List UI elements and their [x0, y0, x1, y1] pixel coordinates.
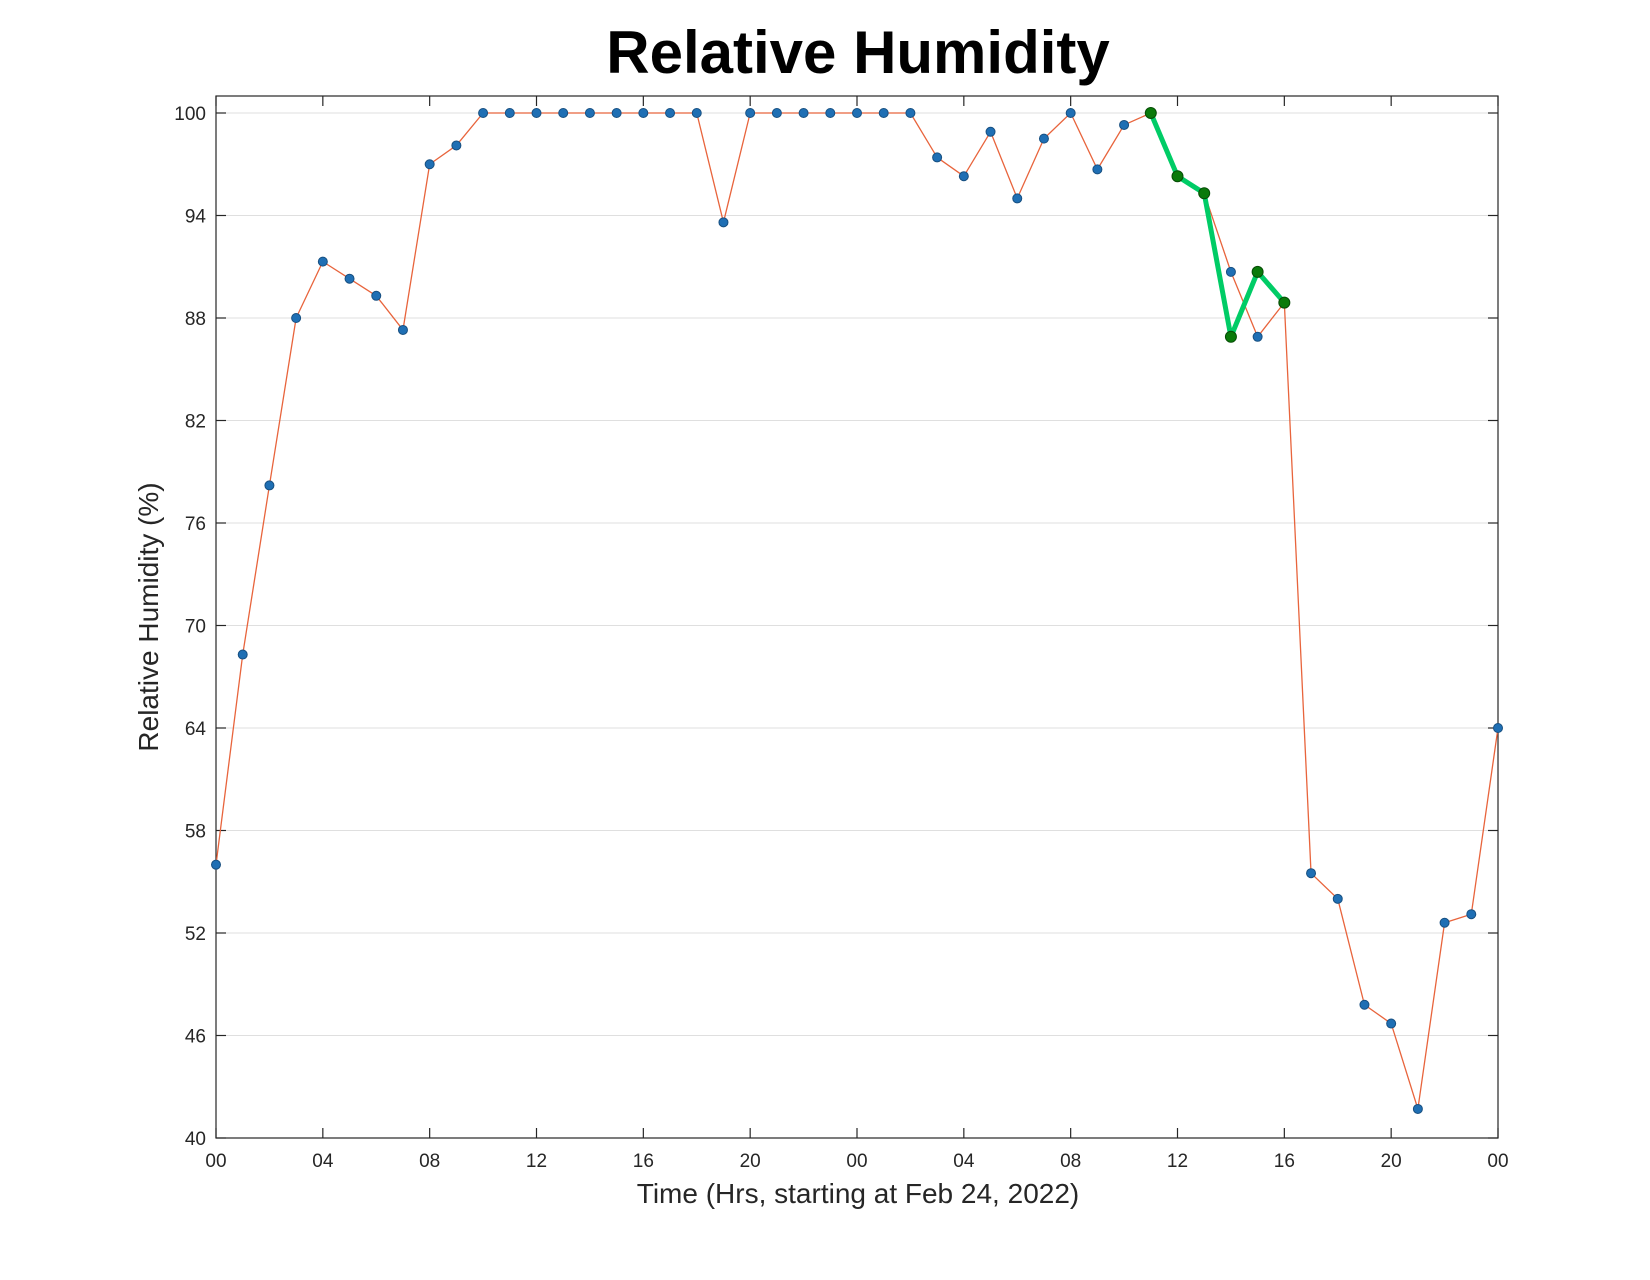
- data-point: [825, 108, 836, 118]
- data-point: [1386, 1018, 1397, 1029]
- data-point: [1252, 331, 1263, 342]
- data-point: [771, 108, 782, 118]
- y-tick-label: 82: [185, 412, 206, 433]
- x-tick-label: 00: [846, 1151, 867, 1172]
- x-tick-label: 00: [205, 1151, 226, 1172]
- x-axis-title: Time (Hrs, starting at Feb 24, 2022): [637, 1178, 1079, 1209]
- data-point: [1466, 909, 1477, 920]
- y-tick-label: 46: [185, 1027, 206, 1048]
- y-tick-label: 88: [185, 309, 206, 330]
- x-tick-label: 00: [1487, 1151, 1508, 1172]
- data-point: [1439, 917, 1450, 928]
- y-tick-label: 40: [185, 1129, 206, 1150]
- chart-title: Relative Humidity: [606, 19, 1110, 86]
- y-tick-label: 64: [185, 719, 207, 740]
- data-point: [291, 313, 302, 323]
- series-line: [215, 112, 1499, 1110]
- data-point: [878, 108, 889, 118]
- data-point: [985, 126, 996, 137]
- data-point: [798, 108, 809, 118]
- highlight-data-point: [1198, 187, 1211, 200]
- grid: [216, 112, 1498, 1036]
- x-tick-label: 12: [526, 1151, 547, 1172]
- data-point: [558, 108, 569, 118]
- data-point: [317, 256, 328, 267]
- data-point: [1225, 266, 1236, 277]
- y-tick-label: 52: [185, 924, 206, 945]
- data-point: [264, 480, 275, 491]
- data-point: [1332, 893, 1343, 904]
- plot-frame: [215, 95, 1499, 1139]
- y-tick-label: 70: [185, 617, 206, 638]
- data-point: [691, 108, 702, 118]
- highlight-data-point: [1224, 330, 1237, 343]
- data-point: [531, 108, 542, 118]
- data-point: [745, 108, 756, 118]
- data-point: [638, 108, 649, 118]
- x-tick-label: 16: [1274, 1151, 1295, 1172]
- highlight-series-line: [1148, 112, 1287, 340]
- data-point: [397, 324, 408, 335]
- data-point: [1493, 723, 1503, 733]
- data-point: [451, 140, 462, 151]
- x-tick-label: 12: [1167, 1151, 1188, 1172]
- data-point: [1012, 193, 1023, 204]
- data-point: [1119, 119, 1130, 130]
- data-point: [1359, 999, 1370, 1010]
- x-tick-label: 08: [419, 1151, 440, 1172]
- data-point: [665, 108, 676, 118]
- data-point: [932, 152, 943, 163]
- data-point: [211, 859, 221, 870]
- data-point: [1306, 868, 1317, 879]
- data-point: [958, 171, 969, 182]
- highlight-data-point: [1171, 170, 1184, 183]
- x-tick-label: 20: [740, 1151, 761, 1172]
- data-point: [1092, 164, 1103, 175]
- data-point: [852, 108, 862, 118]
- data-point: [371, 290, 382, 301]
- x-tick-label: 16: [633, 1151, 654, 1172]
- x-tick-label: 08: [1060, 1151, 1081, 1172]
- y-tick-label: 94: [185, 207, 207, 228]
- data-point: [905, 108, 916, 118]
- y-tick-label: 100: [174, 104, 206, 125]
- data-point: [1412, 1103, 1423, 1114]
- x-tick-label: 20: [1381, 1151, 1402, 1172]
- data-point: [584, 108, 595, 118]
- data-point: [611, 108, 622, 118]
- y-axis-title: Relative Humidity (%): [133, 482, 164, 751]
- data-point: [1065, 108, 1076, 118]
- highlight-data-point: [1278, 296, 1291, 309]
- data-point: [1038, 133, 1049, 144]
- x-tick-label: 04: [312, 1151, 334, 1172]
- y-tick-label: 76: [185, 514, 206, 535]
- y-tick-label: 58: [185, 822, 206, 843]
- data-point: [504, 108, 515, 118]
- data-point: [424, 159, 435, 170]
- data-point: [718, 217, 729, 228]
- data-point: [344, 273, 355, 284]
- axis-ticks: 40 46 52 58 64 70 76 82 88 94 100 00 04 08 12 16 20 00 04 0…: [174, 96, 1509, 1172]
- x-tick-label: 04: [953, 1151, 975, 1172]
- data-point: [478, 108, 489, 118]
- data-point: [237, 649, 248, 660]
- highlight-data-point: [1251, 265, 1264, 278]
- highlight-data-point: [1144, 107, 1157, 119]
- series: [211, 107, 1503, 1114]
